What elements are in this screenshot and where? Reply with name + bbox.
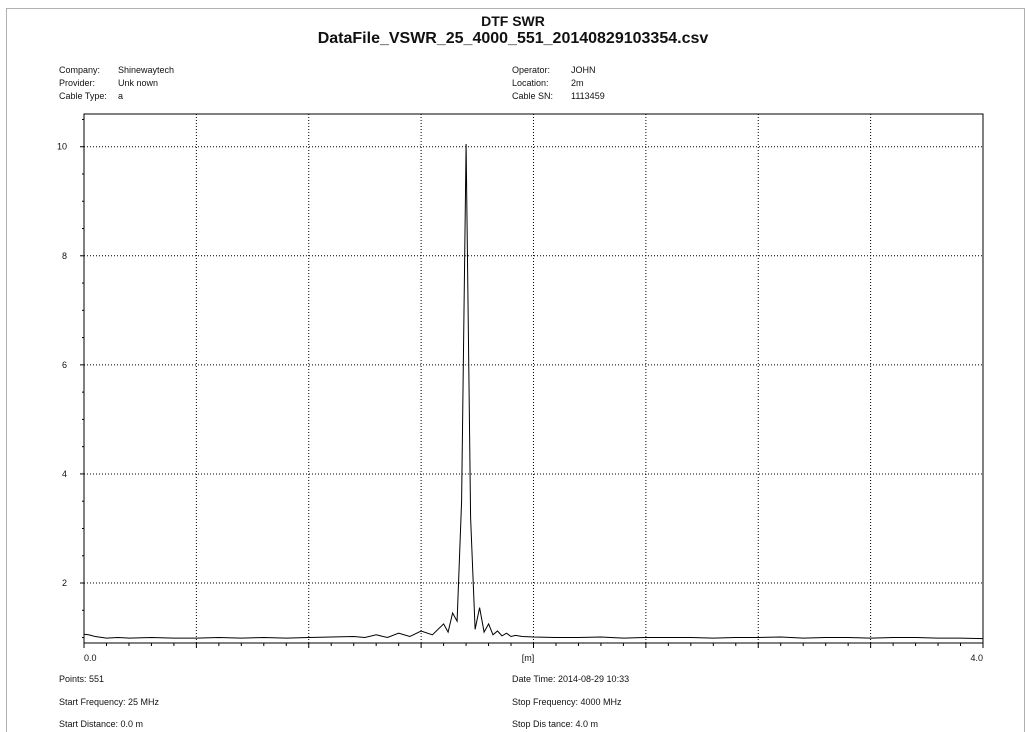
y-tick-label: 4 (62, 469, 67, 479)
y-tick-labels: 2 4 6 8 10 (57, 142, 67, 588)
chart-title: DTF SWR (481, 13, 545, 29)
y-tick-label: 6 (62, 360, 67, 370)
x-tick-label: 4.0 (970, 653, 983, 663)
provider-value: Unk nown (118, 78, 159, 88)
cable-sn-value: 1113459 (571, 91, 605, 101)
page-border-top (6, 8, 1025, 9)
plot-area-border (83, 113, 984, 644)
points-text: Points: 551 (59, 674, 105, 684)
x-tick-label: 0.0 (84, 653, 97, 663)
company-value: Shinewaytech (118, 65, 175, 75)
grid-lines (84, 114, 983, 643)
location-label: Location: (512, 78, 549, 88)
operator-value: JOHN (571, 65, 596, 75)
provider-label: Provider: (59, 78, 96, 88)
page-border-right (1024, 8, 1025, 732)
axis-ticks (80, 118, 984, 648)
start-distance-text: Start Distance: 0.0 m (59, 719, 144, 729)
y-tick-label: 10 (57, 142, 67, 152)
cable-type-label: Cable Type: (59, 91, 107, 101)
y-tick-label: 2 (62, 578, 67, 588)
x-tick-labels: 0.0 4.0 (84, 653, 983, 663)
stop-distance-text: Stop Dis tance: 4.0 m (512, 719, 599, 729)
cable-sn-label: Cable SN: (512, 91, 554, 101)
series-line-vswr (83, 143, 984, 640)
date-time-text: Date Time: 2014-08-29 10:33 (512, 674, 630, 684)
stop-frequency-text: Stop Frequency: 4000 MHz (512, 697, 622, 707)
company-label: Company: (59, 65, 101, 75)
x-axis-label: [m] (522, 653, 535, 663)
cable-type-value: a (118, 91, 124, 101)
location-value: 2m (571, 78, 584, 88)
y-tick-label: 8 (62, 251, 67, 261)
chart-subtitle: DataFile_VSWR_25_4000_551_20140829103354… (317, 30, 709, 47)
operator-label: Operator: (512, 65, 551, 75)
start-frequency-text: Start Frequency: 25 MHz (59, 697, 160, 707)
page-border-left (6, 8, 7, 732)
